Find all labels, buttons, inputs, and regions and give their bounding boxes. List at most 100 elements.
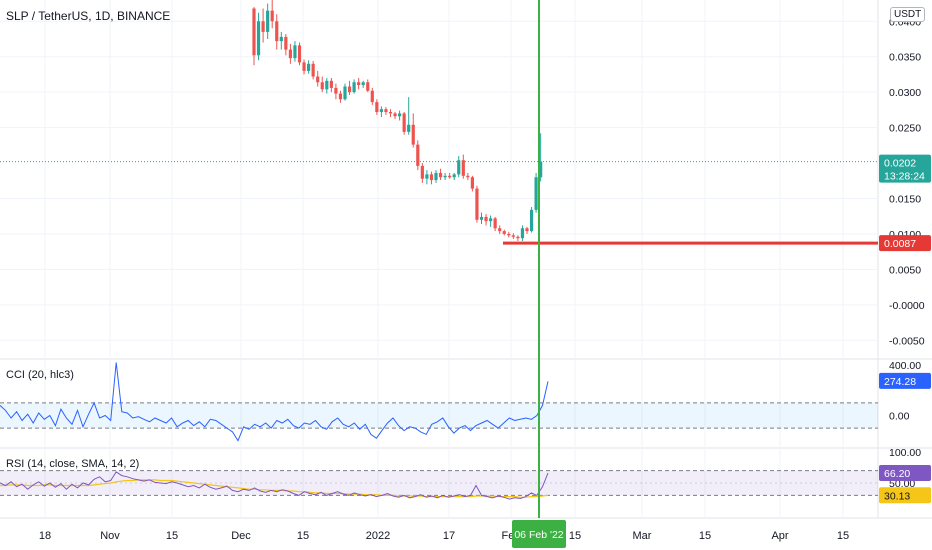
- cci-y-tick-label: 0.00: [889, 410, 910, 422]
- y-tick-label: 0.0250: [889, 123, 921, 135]
- candle-body: [261, 21, 265, 32]
- x-tick-label: 18: [39, 530, 51, 542]
- date-marker-bg: [512, 520, 566, 548]
- candle-body: [498, 228, 502, 232]
- rsi-ma-value-badge-text: 30.13: [884, 490, 910, 502]
- candle-body: [252, 8, 256, 56]
- time-axis[interactable]: 18 Nov 15 Dec 15 2022 17 Feb 15 Mar 15 Apr 15: [39, 530, 849, 542]
- candle-body: [534, 177, 538, 210]
- chart-title: SLP / TetherUS, 1D, BINANCE: [6, 9, 171, 23]
- rsi-ma-value-badge: 30.13: [879, 487, 931, 504]
- candle-body: [539, 161, 543, 178]
- x-tick-label: 17: [443, 530, 455, 542]
- price-axis[interactable]: 0.04000.03500.03000.02500.01500.01000.00…: [889, 16, 925, 347]
- rsi-ma-value-badge-bg: [879, 487, 931, 504]
- candle-body: [311, 63, 315, 77]
- candle-body: [493, 218, 497, 229]
- x-tick-label: Dec: [231, 530, 251, 542]
- candle-body: [402, 113, 406, 132]
- candle-body: [275, 21, 279, 42]
- candle-body: [411, 124, 415, 145]
- cci-value-badge-bg: [879, 372, 931, 389]
- candle-body: [361, 82, 365, 86]
- candle-body: [479, 216, 484, 220]
- cci-pane: 400.00 0.00: [0, 360, 921, 442]
- x-tick-label: 15: [837, 530, 849, 542]
- candle-body: [370, 90, 374, 103]
- horizontal-line-badge-bg: [879, 235, 931, 252]
- candle-body: [511, 235, 515, 237]
- candle-body: [320, 82, 324, 90]
- candle-body: [393, 113, 397, 117]
- y-tick-label: 0.0050: [889, 264, 921, 276]
- rsi-value-badge-bg: [879, 464, 931, 481]
- y-tick-label: 0.0300: [889, 87, 921, 99]
- candle-body: [366, 82, 370, 91]
- current-price-badge-text: 0.0202: [884, 158, 916, 170]
- cci-y-tick-label: 400.00: [889, 360, 921, 372]
- candle-body: [357, 82, 361, 86]
- candle-body: [384, 109, 388, 113]
- x-tick-label: 15: [297, 530, 309, 542]
- cci-value-badge-text: 274.28: [884, 376, 916, 388]
- candle-body: [461, 160, 465, 176]
- candle-body: [520, 228, 525, 239]
- cci-indicator-label[interactable]: CCI (20, hlc3): [6, 369, 74, 381]
- y-tick-label: 0.0350: [889, 52, 921, 64]
- rsi-y-tick-label: 50.00: [889, 478, 915, 490]
- drawings: [0, 0, 878, 518]
- candle-body: [448, 175, 452, 178]
- candle-body: [407, 124, 411, 132]
- candle-body: [325, 80, 329, 90]
- y-tick-label: -0.0000: [889, 300, 925, 312]
- candle-body: [329, 80, 333, 88]
- rsi-ma-line: [0, 479, 549, 498]
- date-marker-badge: 06 Feb '22: [512, 520, 566, 548]
- currency-button[interactable]: USDT: [890, 7, 926, 22]
- candle-body: [484, 216, 488, 222]
- candle-body: [343, 86, 347, 100]
- rsi-value-badge-text: 66.20: [884, 468, 910, 480]
- candle-body: [507, 233, 511, 236]
- candle-body: [502, 231, 506, 234]
- cci-line: [0, 362, 549, 442]
- candle-body: [302, 62, 306, 71]
- x-tick-label: Mar: [633, 530, 652, 542]
- candle-body: [489, 218, 493, 222]
- candle-body: [347, 86, 352, 93]
- candle-body: [398, 113, 402, 117]
- rsi-indicator-label[interactable]: RSI (14, close, SMA, 14, 2): [6, 458, 140, 470]
- x-tick-label: 15: [569, 530, 581, 542]
- x-tick-label: 2022: [366, 530, 390, 542]
- current-price-badge-bg: [879, 154, 931, 183]
- date-marker-text: 06 Feb '22: [514, 529, 563, 541]
- rsi-y-tick-label: 100.00: [889, 447, 921, 459]
- candle-body: [438, 172, 443, 178]
- horizontal-line-badge: 0.0087: [879, 235, 931, 252]
- candle-body: [416, 144, 420, 166]
- candle-body: [297, 45, 302, 63]
- candle-body: [525, 228, 529, 232]
- candle-body: [470, 177, 474, 189]
- candle-body: [457, 160, 461, 175]
- y-tick-label: -0.0050: [889, 335, 925, 347]
- candle-body: [334, 87, 338, 94]
- rsi-line: [0, 471, 549, 500]
- candle-body: [288, 49, 292, 59]
- horizontal-line-badge-text: 0.0087: [884, 238, 916, 250]
- candle-body: [307, 63, 311, 71]
- candle-body: [443, 175, 447, 178]
- candle-body: [256, 21, 261, 56]
- candle-body: [475, 188, 479, 220]
- cci-band-background: [0, 402, 878, 429]
- x-tick-label: 15: [699, 530, 711, 542]
- candle-body: [284, 36, 288, 50]
- x-tick-label: Apr: [771, 530, 788, 542]
- candle-body: [279, 36, 283, 42]
- candle-body: [270, 10, 274, 22]
- candle-body: [516, 236, 520, 239]
- rsi-pane: 100.00 50.00: [0, 447, 921, 500]
